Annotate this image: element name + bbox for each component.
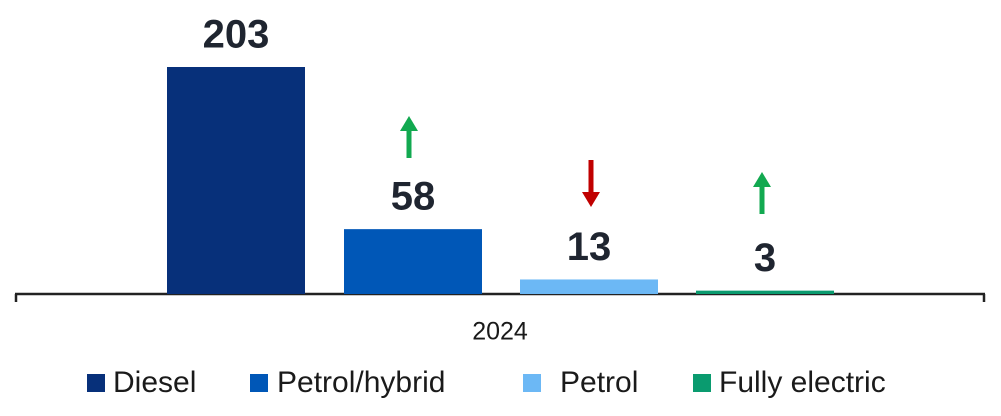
legend-swatch [693,374,711,392]
arrow-down [582,160,600,207]
x-tick-label: 2024 [472,318,528,346]
legend-swatch [87,374,105,392]
legend-label: Petrol/hybrid [277,366,445,399]
bar [520,279,658,294]
value-label: 203 [203,13,270,57]
legend-swatch [250,374,268,392]
bar [344,229,482,294]
value-label: 3 [754,236,776,280]
arrow-up [753,172,771,214]
value-label: 13 [567,225,612,269]
legend-label: Fully electric [719,366,886,399]
value-label: 58 [391,175,436,219]
legend-swatch [523,374,541,392]
bar [167,67,305,294]
bar [696,290,834,294]
arrow-up [400,116,418,158]
legend-label: Petrol [560,366,638,399]
legend-label: Diesel [113,366,196,399]
